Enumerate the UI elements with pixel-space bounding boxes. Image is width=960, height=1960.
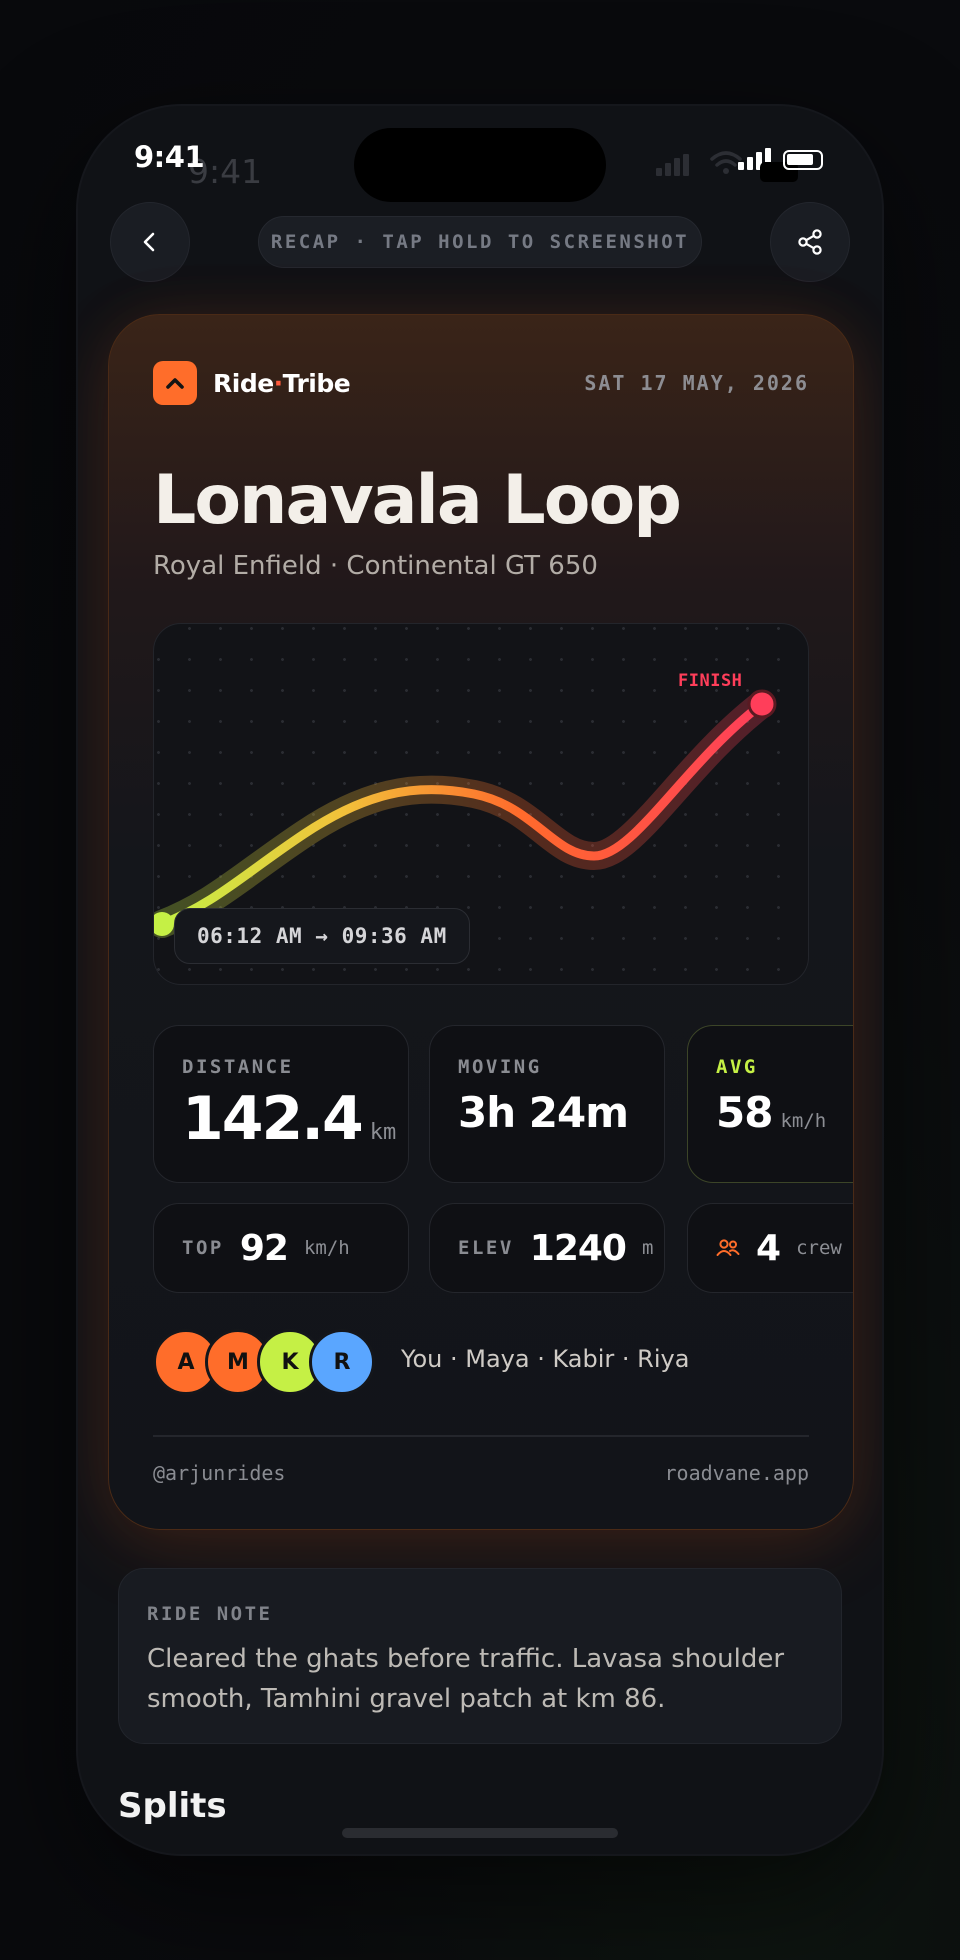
stat-avg: AVG 58 km/h — [687, 1025, 853, 1183]
stat-avg-label: AVG — [716, 1056, 758, 1078]
stat-moving-label: MOVING — [458, 1056, 542, 1078]
stat-avg-value: 58 km/h — [716, 1088, 827, 1137]
splits-heading: Splits — [118, 1786, 227, 1826]
bike-model: Royal Enfield · Continental GT 650 — [153, 551, 598, 581]
stat-top-unit: km/h — [303, 1237, 350, 1259]
stat-elevation: ELEV 1240 m — [429, 1203, 665, 1293]
app-site: roadvane.app — [664, 1461, 810, 1485]
signal-icon-white — [738, 148, 774, 170]
stat-crew: 4 crew — [687, 1203, 853, 1293]
route-map: FINISH 06:12 AM → 09:36 AM — [153, 623, 809, 985]
user-handle: @arjunrides — [153, 1461, 286, 1485]
stat-crew-unit: crew — [796, 1237, 842, 1259]
stat-distance-label: DISTANCE — [182, 1056, 294, 1078]
stat-elev-unit: m — [641, 1237, 654, 1259]
start-marker — [154, 912, 174, 936]
ride-tribe-logo-icon — [153, 361, 197, 405]
ride-date: SAT 17 MAY, 2026 — [584, 371, 809, 395]
crew-icon — [716, 1239, 740, 1256]
status-time-ghost: 9:41 — [188, 152, 263, 191]
battery-icon — [783, 150, 823, 170]
avatar[interactable]: R — [309, 1329, 375, 1395]
share-icon — [798, 229, 822, 255]
stat-moving: MOVING 3h 24m — [429, 1025, 665, 1183]
crew-names: You · Maya · Kabir · Riya — [401, 1345, 690, 1373]
home-indicator[interactable] — [342, 1828, 618, 1838]
wifi-icon — [710, 151, 742, 174]
finish-marker — [747, 689, 777, 719]
stat-crew-value: 4 — [756, 1227, 781, 1269]
card-divider — [153, 1435, 809, 1437]
stat-moving-value: 3h 24m — [458, 1088, 629, 1137]
status-time: 9:41 — [134, 140, 205, 174]
stat-elev-value: 1240 — [529, 1227, 627, 1269]
stat-top-speed: TOP 92 km/h — [153, 1203, 409, 1293]
brand: Ride·Tribe — [153, 361, 351, 405]
ride-note-label: RIDE NOTE — [147, 1603, 273, 1625]
share-button[interactable] — [770, 202, 850, 282]
back-chevron-icon — [143, 232, 155, 252]
route-line — [154, 689, 777, 938]
stat-elev-label: ELEV — [458, 1237, 514, 1259]
ride-title: Lonavala Loop — [153, 461, 682, 540]
stat-top-label: TOP — [182, 1237, 224, 1259]
dynamic-island — [354, 128, 606, 202]
back-button[interactable] — [110, 202, 190, 282]
signal-icon — [656, 154, 692, 176]
status-bar: 9:41 9:41 — [78, 106, 882, 206]
recap-hint-pill: RECAP · TAP HOLD TO SCREENSHOT — [258, 216, 702, 268]
stat-top-value: 92 — [239, 1227, 289, 1269]
ride-note: RIDE NOTE Cleared the ghats before traff… — [118, 1568, 842, 1744]
ride-recap-card: Ride·Tribe SAT 17 MAY, 2026 Lonavala Loo… — [108, 314, 854, 1530]
stat-distance: DISTANCE 142.4 km — [153, 1025, 409, 1183]
finish-label: FINISH — [678, 671, 743, 691]
time-range-chip: 06:12 AM → 09:36 AM — [174, 908, 470, 964]
phone-frame: 9:41 9:41 RECAP · TAP HOLD TO SCREENSHOT — [78, 106, 882, 1854]
brand-name: Ride·Tribe — [213, 368, 351, 398]
ride-note-text: Cleared the ghats before traffic. Lavasa… — [147, 1644, 785, 1714]
stat-distance-value: 142.4 km — [182, 1084, 397, 1154]
